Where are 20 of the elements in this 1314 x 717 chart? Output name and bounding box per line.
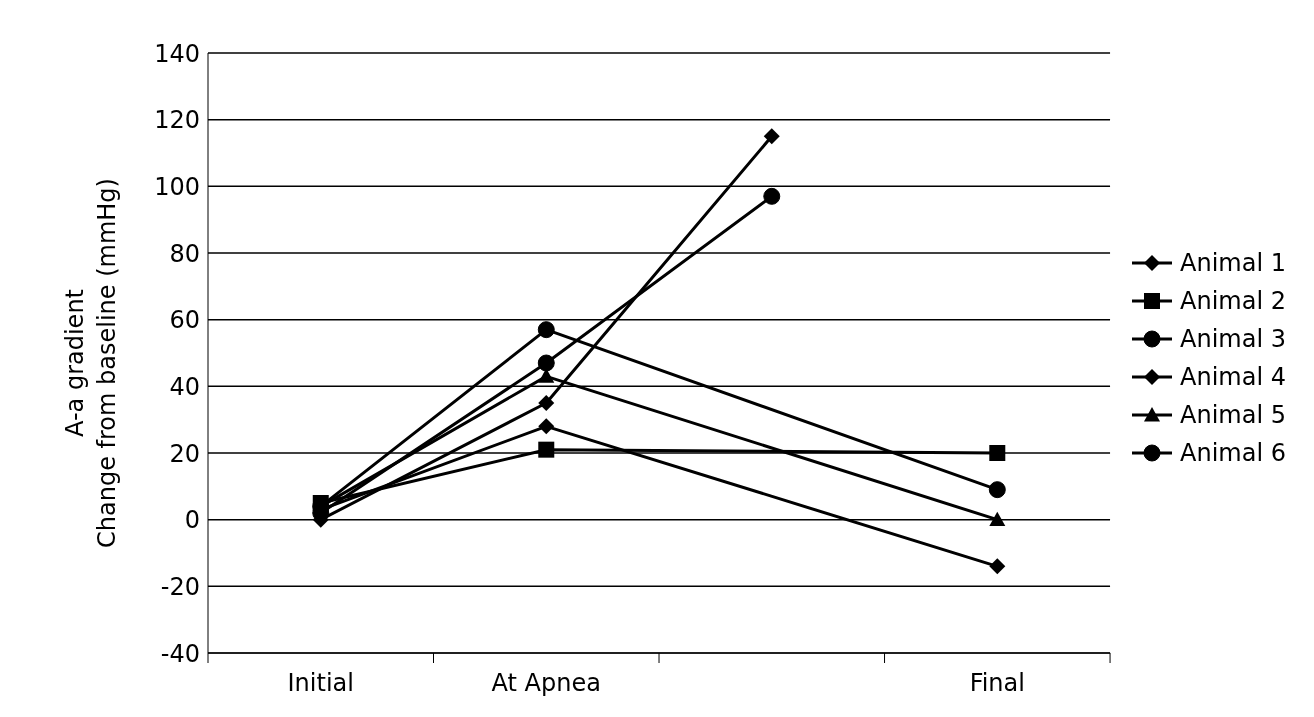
x-tick-label: At Apnea <box>491 669 601 697</box>
legend-label: Animal 5 <box>1180 400 1286 431</box>
y-axis-title: A-a gradient Change from baseline (mmHg) <box>61 178 121 548</box>
legend-label: Animal 6 <box>1180 438 1286 469</box>
y-tick-label: 120 <box>154 106 200 135</box>
y-tick-label: -20 <box>160 572 200 601</box>
x-tick-label: Final <box>969 669 1025 697</box>
x-tick-label: Initial <box>287 669 354 697</box>
legend-label: Animal 1 <box>1180 248 1286 279</box>
y-tick-label: -40 <box>160 639 200 668</box>
y-tick-label: 20 <box>169 439 200 468</box>
y-tick-label: 40 <box>169 372 200 401</box>
y-tick-label: 100 <box>154 172 200 201</box>
y-tick-label: 140 <box>154 39 200 68</box>
y-tick-label: 60 <box>169 306 200 335</box>
legend-label: Animal 4 <box>1180 362 1286 393</box>
y-tick-label: 80 <box>169 239 200 268</box>
y-tick-label: 0 <box>184 506 200 535</box>
legend-label: Animal 3 <box>1180 324 1286 355</box>
legend-label: Animal 2 <box>1180 286 1286 317</box>
